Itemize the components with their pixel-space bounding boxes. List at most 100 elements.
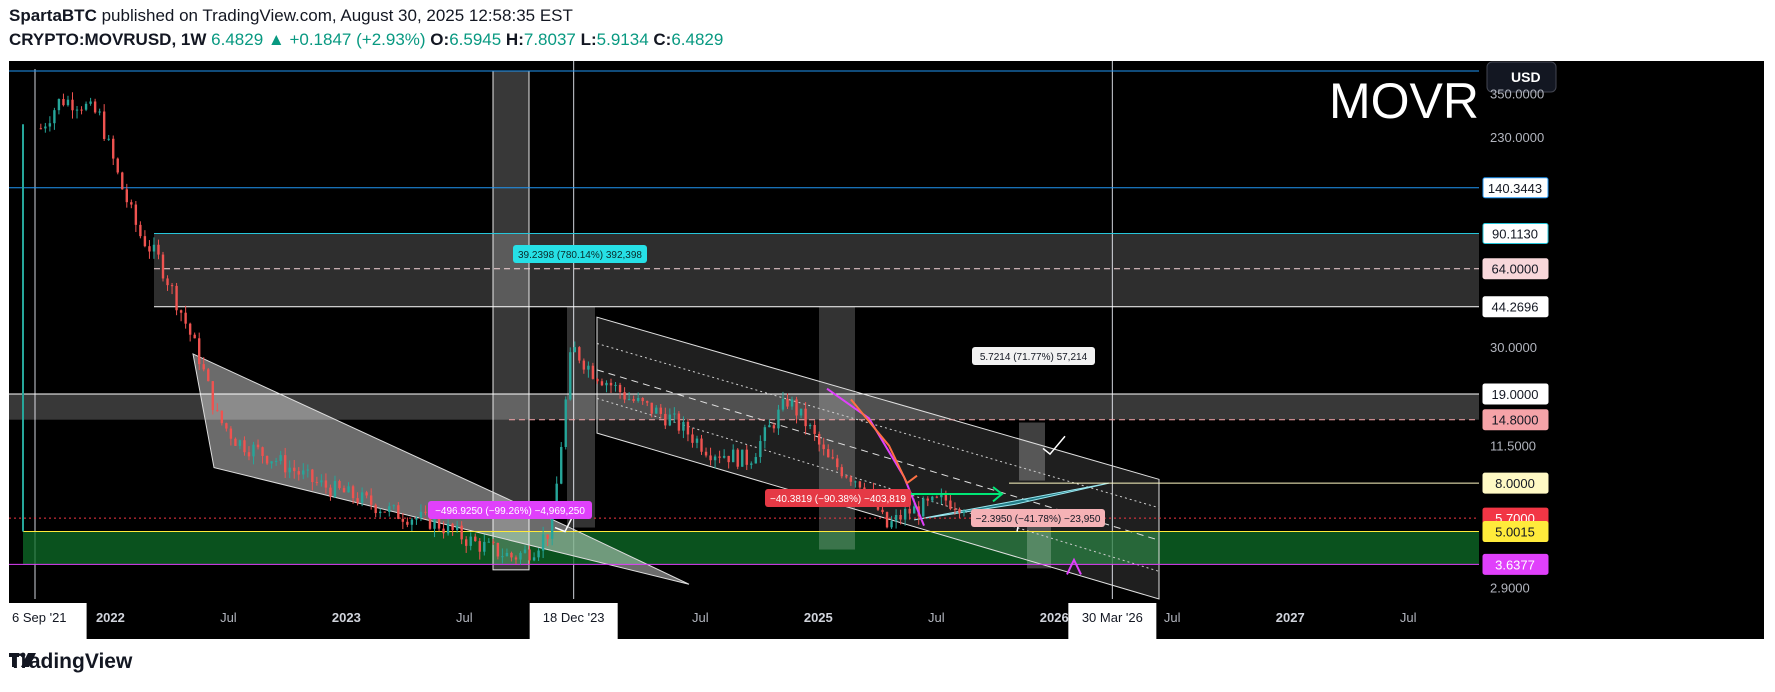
- high-value: 7.8037: [523, 30, 576, 49]
- candle-body: [958, 509, 961, 513]
- channel-midline: [596, 369, 1160, 541]
- candle-body: [627, 399, 631, 401]
- candle-body: [234, 438, 237, 446]
- symbol-name[interactable]: CRYPTO:MOVRUSD: [9, 30, 172, 49]
- y-tick-label: 230.0000: [1490, 130, 1544, 145]
- candle-body: [392, 505, 395, 507]
- close-value: 6.4829: [671, 30, 724, 49]
- price-label: 44.2696: [1482, 296, 1549, 318]
- x-tick-label: 2023: [332, 610, 361, 625]
- candle-body: [342, 488, 346, 493]
- candle-body: [62, 99, 65, 106]
- candle-body: [636, 398, 640, 401]
- candle-body: [121, 172, 124, 190]
- candle-body: [790, 399, 794, 407]
- measure-label-text: −40.3819 (−90.38%) −403,819: [770, 494, 906, 505]
- resistance-zone-lower: [9, 393, 1479, 420]
- candle-body: [854, 481, 857, 483]
- price-label-bg: [1482, 296, 1549, 318]
- measure-label-text: −2.3950 (−41.78%) −23,950: [976, 514, 1101, 525]
- candle-body: [397, 505, 400, 519]
- candle-body: [492, 541, 495, 543]
- price-label: 5.0015: [1482, 521, 1549, 543]
- x-tick-highlight: 30 Mar '26: [1068, 603, 1157, 639]
- candle-body: [152, 244, 156, 252]
- candle-body: [664, 413, 667, 426]
- brand-name[interactable]: TradingView: [9, 650, 133, 673]
- resistance-zone-upper: [154, 233, 1479, 307]
- candle-body: [360, 492, 364, 503]
- x-tick-label: 6 Sep '21: [12, 610, 67, 625]
- candle-body: [288, 467, 291, 473]
- candle-body: [102, 111, 106, 139]
- interval[interactable]: 1W: [180, 30, 207, 49]
- candle-body: [302, 470, 305, 475]
- x-tick-highlight: 18 Dec '23: [529, 603, 618, 639]
- candle-body: [428, 511, 432, 529]
- chart-canvas[interactable]: 39.2398 (780.14%) 392,398 −496.9250 (−99.…: [9, 61, 1764, 639]
- candle-body: [541, 534, 545, 551]
- candle-body: [261, 447, 264, 456]
- candle-body: [537, 550, 540, 558]
- candle-body: [143, 236, 147, 247]
- candle-body: [184, 312, 187, 324]
- candle-body: [44, 126, 47, 129]
- candle-body: [768, 425, 771, 428]
- candle-body: [528, 549, 531, 561]
- candle-body: [754, 457, 758, 464]
- x-tick-label: Jul: [692, 610, 709, 625]
- candle-body: [496, 542, 500, 557]
- candle-body: [374, 504, 377, 514]
- measure-label: −40.3819 (−90.38%) −403,819: [765, 489, 911, 507]
- price-label-bg: [1482, 177, 1549, 199]
- open-value: 6.5945: [449, 30, 502, 49]
- channel-quarter-line: [596, 397, 1160, 572]
- candle-body: [369, 495, 373, 505]
- candle-body: [315, 482, 319, 484]
- candle-body: [356, 498, 359, 503]
- candle-body: [437, 517, 441, 529]
- candle-body: [691, 434, 694, 443]
- candle-body: [632, 399, 635, 401]
- price-label-text: 14.8000: [1492, 413, 1539, 428]
- footer: TradingView: [9, 650, 132, 674]
- candle-body: [225, 423, 228, 429]
- candle-body: [926, 498, 929, 501]
- x-tick-label: Jul: [1400, 610, 1417, 625]
- author-name[interactable]: SpartaBTC: [9, 6, 97, 25]
- publish-info: SpartaBTC published on TradingView.com, …: [9, 6, 573, 26]
- candle-body: [578, 347, 581, 361]
- low-value: 5.9134: [596, 30, 649, 49]
- candle-body: [695, 438, 699, 443]
- measure-label-text: 5.7214 (71.77%) 57,214: [980, 352, 1088, 363]
- low-label: L:: [580, 30, 597, 49]
- chart-area[interactable]: 39.2398 (780.14%) 392,398 −496.9250 (−99.…: [9, 61, 1764, 639]
- candle-body: [98, 111, 101, 113]
- price-label-text: 8.0000: [1495, 476, 1535, 491]
- candle-body: [71, 99, 74, 111]
- candle-body: [605, 382, 608, 386]
- candle-body: [573, 347, 577, 353]
- candle-body: [849, 477, 853, 482]
- candle-body: [646, 401, 649, 403]
- candle-body: [727, 455, 730, 463]
- candle-body: [804, 408, 807, 427]
- candle-body: [329, 487, 332, 497]
- candle-body: [406, 521, 409, 525]
- candle-body: [519, 552, 522, 560]
- candle-body: [686, 421, 690, 435]
- falling-wedge: [192, 353, 690, 585]
- candle-body: [555, 483, 558, 518]
- currency-button[interactable]: USD: [1486, 61, 1557, 93]
- published-text: published on TradingView.com, August 30,…: [101, 6, 573, 25]
- candle-body: [57, 99, 61, 111]
- measure-label: 39.2398 (780.14%) 392,398: [513, 245, 647, 263]
- price-label-bg: [1482, 383, 1549, 405]
- candle-body: [39, 128, 43, 130]
- candle-body: [564, 399, 567, 447]
- candle-body: [265, 455, 269, 464]
- candle-body: [148, 246, 151, 252]
- candle-body: [836, 458, 839, 468]
- candle-body: [808, 424, 812, 427]
- candle-body: [252, 444, 255, 457]
